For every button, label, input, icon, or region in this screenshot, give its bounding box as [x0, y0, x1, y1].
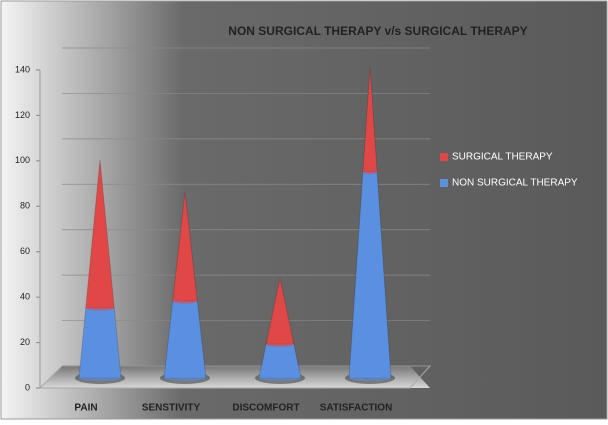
y-tick-label: 20 [20, 337, 30, 347]
legend-swatch [440, 179, 448, 187]
floor [40, 366, 430, 388]
cone-rim [266, 340, 294, 347]
cone-rim [349, 375, 391, 381]
y-tick-label: 140 [15, 64, 30, 74]
x-tick-label: DISCOMFORT [232, 403, 299, 414]
y-tick-label: 0 [25, 382, 30, 392]
y-tick-label: 40 [20, 292, 30, 302]
cone-rim [164, 375, 206, 381]
y-tick-label: 100 [15, 155, 30, 165]
cone-rim [172, 297, 198, 304]
cone-rim [259, 375, 301, 381]
cone-rim [362, 168, 378, 175]
cone-rim [85, 304, 115, 311]
y-tick-label: 120 [15, 110, 30, 120]
x-tick-label: PAIN [74, 403, 97, 414]
cone-rim [79, 375, 121, 381]
y-tick-label: 60 [20, 246, 30, 256]
cone-segment [258, 343, 302, 379]
y-tick-label: 80 [20, 201, 30, 211]
legend-label: SURGICAL THERAPY [452, 152, 553, 163]
cone-segment [78, 307, 122, 379]
x-tick-label: SATISFACTION [320, 403, 393, 414]
chart-title: NON SURGICAL THERAPY v/s SURGICAL THERAP… [228, 24, 527, 38]
legend-swatch [440, 153, 448, 161]
x-tick-label: SENSTIVITY [142, 403, 201, 414]
legend-label: NON SURGICAL THERAPY [452, 178, 578, 189]
